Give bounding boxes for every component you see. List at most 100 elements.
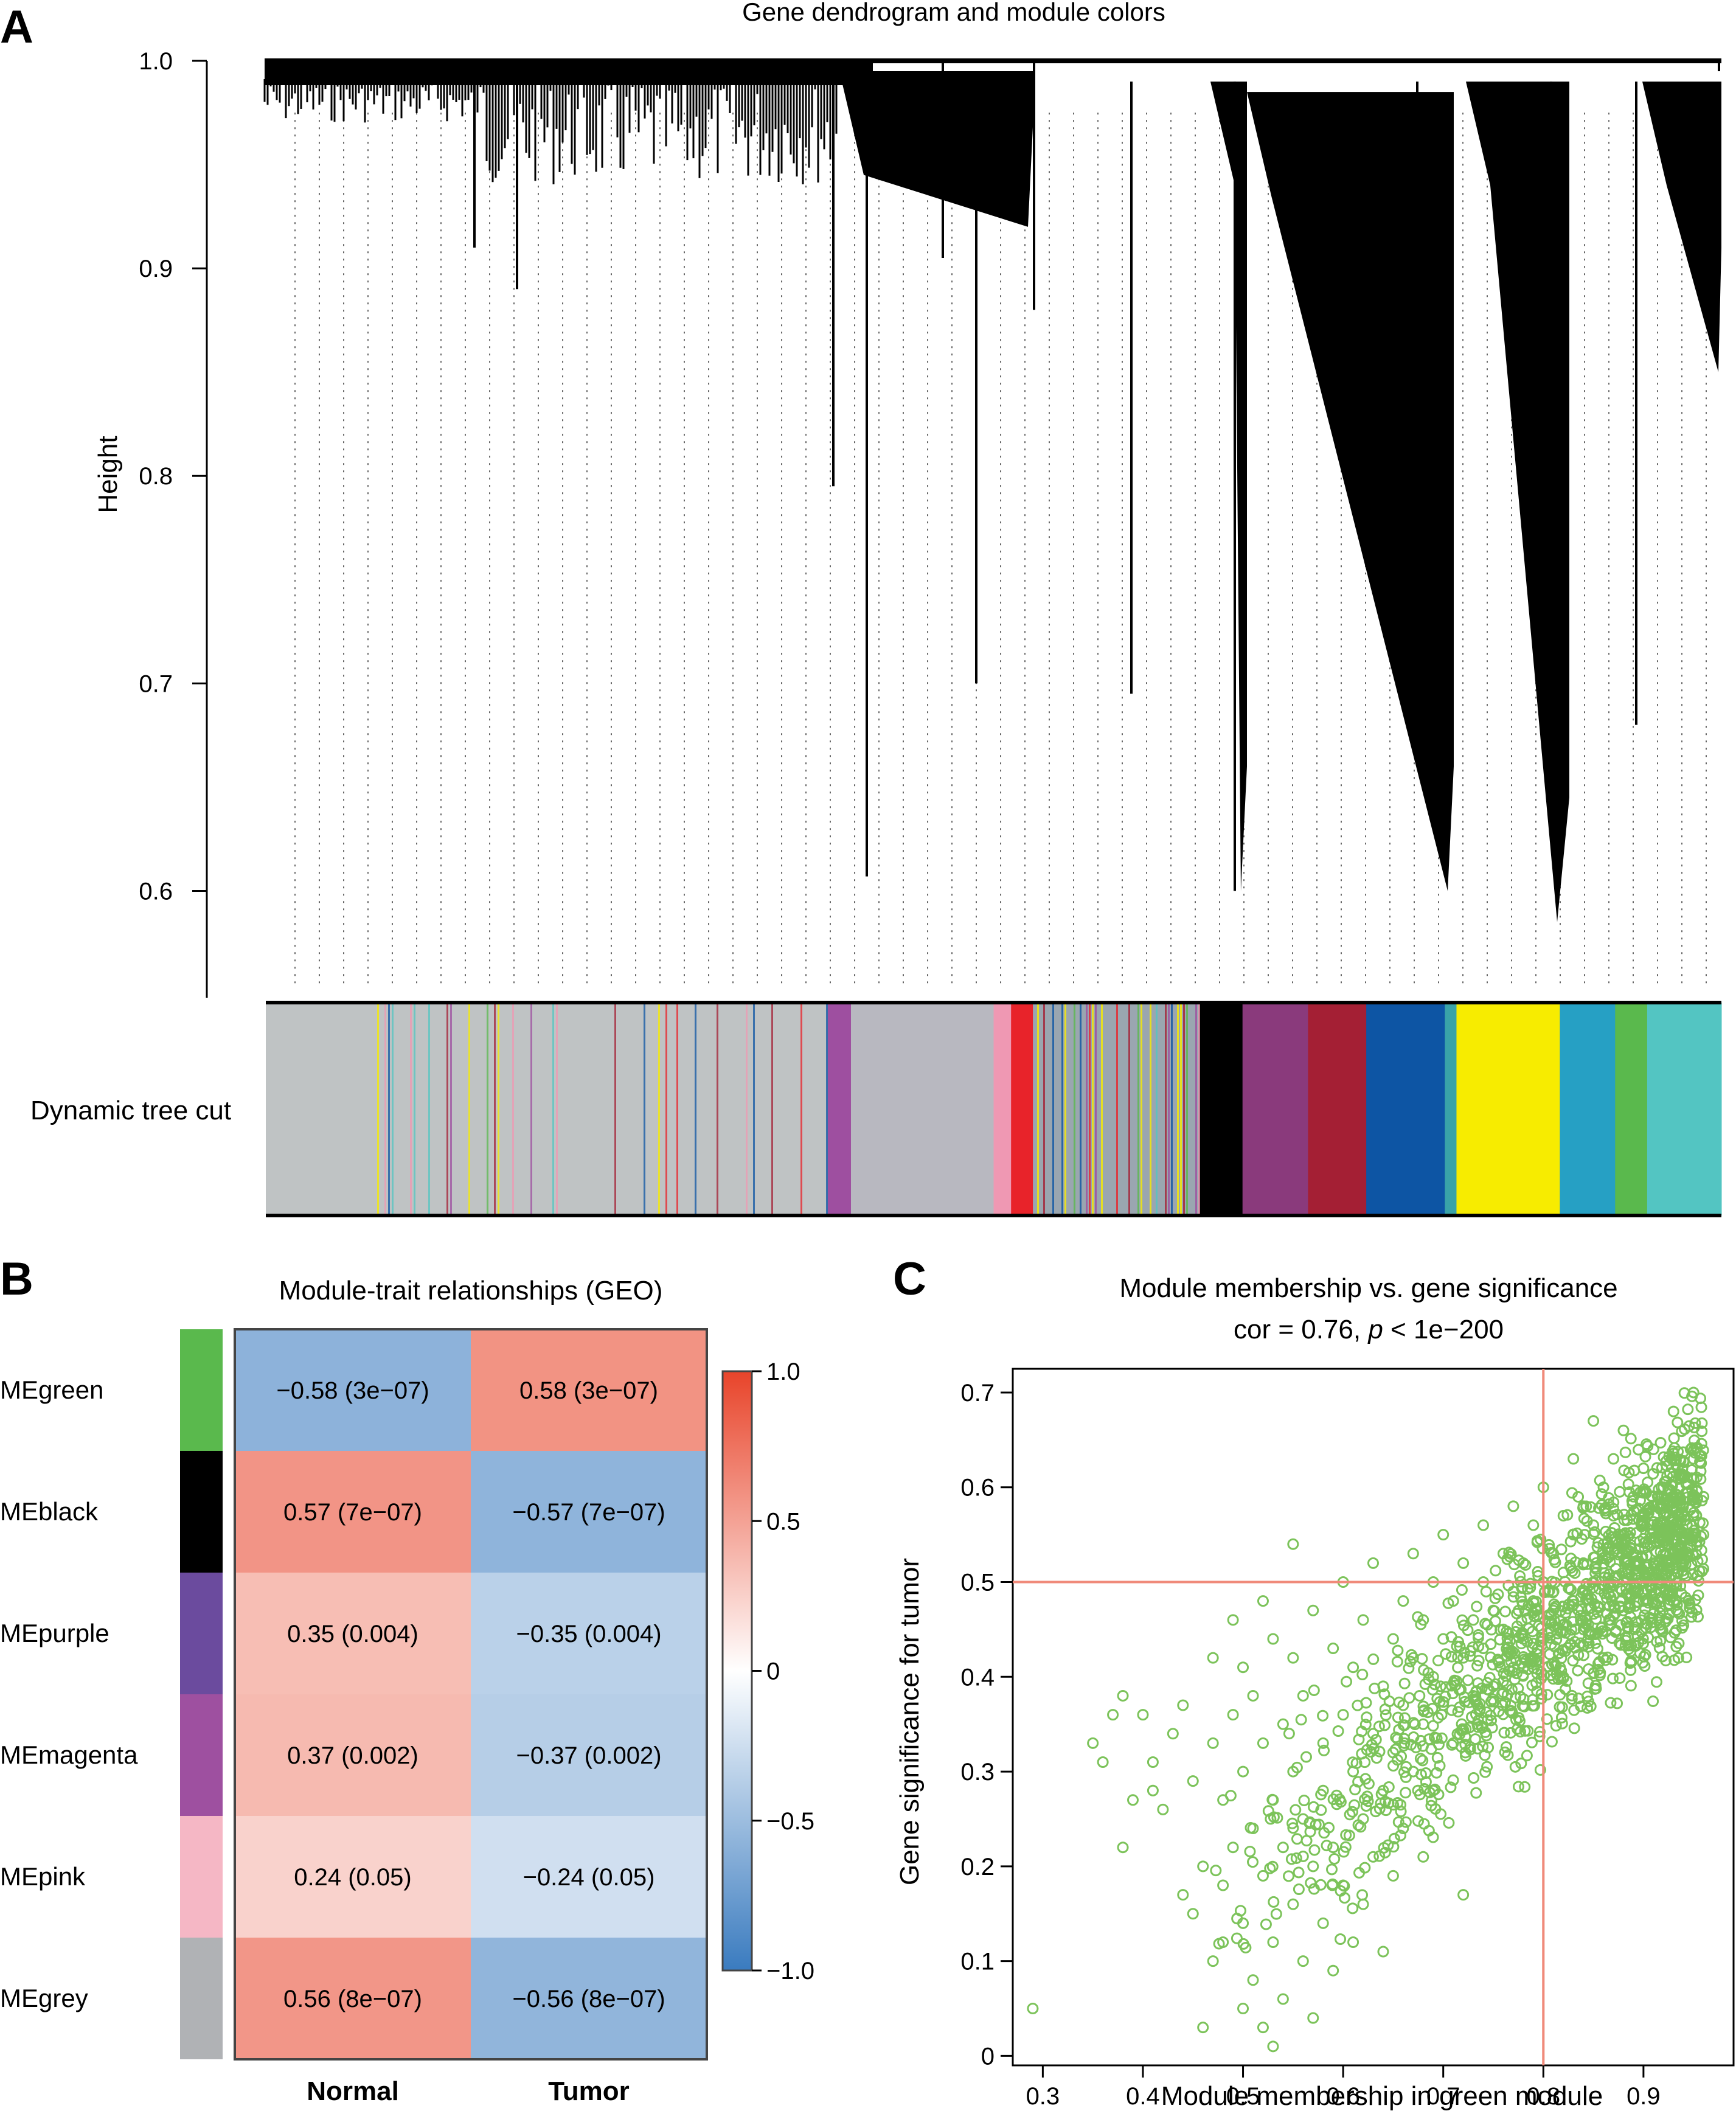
data-point [1127,1794,1139,1806]
data-point [1359,1773,1372,1785]
y-tick-label: 0.7 [960,1380,995,1407]
data-point [1480,1585,1492,1598]
data-point [1409,1718,1421,1730]
module-stripe [1156,1003,1158,1215]
data-point [1578,1512,1590,1525]
data-point [1446,1704,1458,1716]
data-point [1332,1725,1344,1737]
data-point [1622,1478,1634,1490]
data-point [1572,1692,1585,1705]
dendrogram-tree [263,58,1721,922]
data-point [1393,1723,1405,1736]
data-point [1654,1497,1667,1509]
data-point [1634,1494,1646,1506]
data-point [1465,1645,1477,1657]
data-point [1418,1818,1430,1830]
data-point [1291,1761,1303,1773]
data-point [1602,1551,1614,1563]
data-point [1436,1732,1448,1744]
data-point [1592,1627,1604,1639]
data-point [1689,1417,1701,1429]
data-point [1470,1787,1482,1799]
module-stripe [717,1003,718,1215]
data-point [1147,1784,1159,1796]
data-point [1365,1746,1377,1758]
data-point [1187,1908,1199,1920]
data-point [1534,1764,1546,1776]
data-point [1383,1781,1395,1793]
data-point [1619,1640,1631,1652]
data-point [1310,1818,1322,1831]
data-point [1423,1786,1436,1798]
module-stripe [377,1003,379,1215]
data-point [1352,1819,1364,1831]
data-point [1391,1655,1403,1668]
data-point [1572,1649,1585,1661]
data-point [1625,1655,1637,1667]
data-point [1247,1974,1259,1986]
data-point [1661,1470,1673,1482]
data-point [1516,1596,1528,1608]
data-point [1676,1622,1688,1634]
data-point [1678,1470,1690,1483]
data-point [1686,1442,1698,1454]
data-point [1664,1467,1676,1480]
data-point [1670,1553,1682,1565]
scatter-subtitle-prefix: cor = 0.76, [1234,1315,1368,1344]
data-point [1389,1744,1401,1756]
data-point [1507,1500,1519,1512]
data-point [1653,1642,1665,1654]
data-point [1503,1546,1515,1559]
data-point [1447,1774,1459,1786]
data-point [1601,1608,1613,1620]
data-point [1545,1625,1557,1637]
data-point [1650,1588,1662,1600]
data-point [1501,1679,1513,1691]
data-point [1471,1601,1483,1613]
data-point [1387,1760,1400,1772]
data-point [1608,1453,1619,1465]
module-band [850,1003,994,1215]
data-point [1317,1709,1329,1722]
data-point [1654,1436,1667,1448]
module-stripe [1150,1003,1151,1215]
data-point [1498,1727,1510,1739]
data-point [1457,1889,1470,1901]
data-point [1244,1845,1256,1857]
module-stripe [746,1003,748,1215]
data-point [1623,1530,1635,1542]
data-point [1434,1760,1446,1772]
data-point [1457,1723,1470,1736]
data-point [1679,1591,1692,1604]
scatter-plot: 0.3 0.4 0.5 0.6 0.7 0.8 0.9 0 0.1 0.2 0.3 0.4 0.5 0.6… [960,1368,1735,2110]
data-point [1347,1756,1359,1768]
data-point [1400,1816,1412,1828]
data-point [1472,1677,1484,1689]
data-point [1207,1652,1219,1664]
data-point [1462,1674,1474,1686]
x-tick-label: 0.4 [1126,2083,1160,2110]
data-point [1147,1756,1159,1768]
data-point [1494,1633,1506,1646]
data-point [1267,1936,1279,1948]
data-point [1416,1653,1428,1665]
data-point [1498,1668,1510,1680]
data-point [1440,1648,1452,1660]
data-point [1527,1519,1540,1531]
module-band [266,1003,828,1215]
module-swatch [180,1329,223,1451]
data-point [1257,1737,1269,1749]
module-cluster [1210,82,1247,891]
data-point [1674,1492,1686,1504]
x-tick-label: 0.6 [1326,2083,1360,2110]
cell-label: 0.57 (7e−07) [283,1499,422,1526]
data-point [1398,1737,1411,1749]
module-stripe [512,1003,514,1215]
module-band [827,1003,852,1215]
data-point [1670,1522,1682,1534]
data-point [1620,1568,1632,1580]
data-point [1590,1683,1602,1695]
scatter-subtitle-suffix: < 1e−200 [1383,1315,1504,1344]
data-point [1379,1846,1391,1859]
